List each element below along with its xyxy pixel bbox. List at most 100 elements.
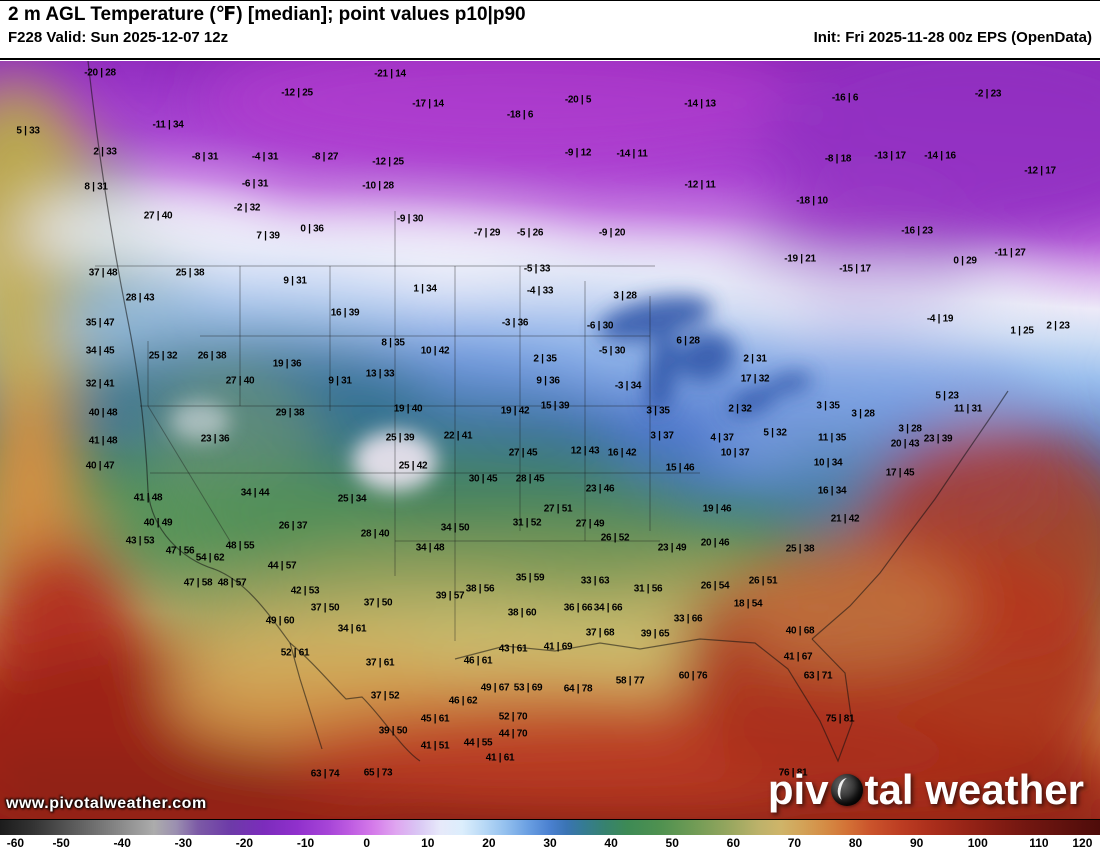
point-value: 19 | 46: [702, 503, 732, 515]
colorbar-tick: 90: [909, 836, 924, 850]
point-value: -14 | 16: [924, 150, 956, 162]
point-value: -16 | 23: [901, 225, 933, 237]
point-value: 7 | 39: [256, 230, 280, 242]
point-value: 25 | 32: [148, 350, 178, 362]
point-value: 9 | 31: [283, 275, 307, 287]
point-value: 28 | 40: [360, 528, 390, 540]
point-value: 19 | 42: [500, 405, 530, 417]
point-value: 3 | 28: [613, 290, 637, 302]
point-value: 3 | 28: [851, 408, 875, 420]
point-value: 63 | 74: [310, 768, 340, 780]
pivotal-weather-logo: piv tal weather: [768, 769, 1084, 811]
colorbar-tick: 110: [1029, 836, 1049, 850]
point-value: 40 | 47: [85, 460, 115, 472]
logo-text-post: tal weather: [864, 766, 1084, 813]
logo-text-pre: piv: [767, 766, 829, 813]
point-value: 33 | 63: [580, 575, 610, 587]
point-value: 52 | 70: [498, 711, 528, 723]
point-value: 52 | 61: [280, 647, 310, 659]
map-title: 2 m AGL Temperature (℉) [median]; point …: [8, 4, 526, 25]
point-value: -12 | 17: [1024, 165, 1056, 177]
point-value: 39 | 65: [640, 628, 670, 640]
point-value: 16 | 42: [607, 447, 637, 459]
point-value: 8 | 35: [381, 337, 405, 349]
point-value: 31 | 52: [512, 517, 542, 529]
point-value: 17 | 45: [885, 467, 915, 479]
point-value: 25 | 39: [385, 432, 415, 444]
point-value: 36 | 66: [563, 602, 593, 614]
temperature-colorbar: -60 -50 -40 -30 -20 -10 0 10 20 30 40 50 60 70 80 90 100…: [0, 819, 1100, 850]
point-value: -4 | 31: [251, 151, 279, 163]
point-value: 40 | 49: [143, 517, 173, 529]
point-value: -16 | 6: [831, 92, 859, 104]
point-value: -7 | 29: [473, 227, 501, 239]
point-value: 27 | 40: [225, 375, 255, 387]
point-value: 58 | 77: [615, 675, 645, 687]
point-value: 48 | 55: [225, 540, 255, 552]
point-value: 41 | 69: [543, 641, 573, 653]
point-value: 20 | 46: [700, 537, 730, 549]
temperature-field-svg: [0, 61, 1100, 819]
point-value: 38 | 60: [507, 607, 537, 619]
point-value: 49 | 67: [480, 682, 510, 694]
point-value: 19 | 36: [272, 358, 302, 370]
point-value: 75 | 81: [825, 713, 855, 725]
point-value: 19 | 40: [393, 403, 423, 415]
point-value: 28 | 43: [125, 292, 155, 304]
point-value: -20 | 5: [564, 94, 592, 106]
point-value: 2 | 32: [728, 403, 752, 415]
point-value: -17 | 14: [412, 98, 444, 110]
point-value: 10 | 34: [813, 457, 843, 469]
point-value: -2 | 23: [974, 88, 1002, 100]
point-value: -19 | 21: [784, 253, 816, 265]
map-header: 2 m AGL Temperature (℉) [median]; point …: [0, 1, 1100, 60]
point-value: -9 | 20: [598, 227, 626, 239]
point-value: 25 | 38: [785, 543, 815, 555]
point-value: 37 | 50: [310, 602, 340, 614]
colorbar-tick: 120: [1072, 836, 1093, 850]
point-value: 26 | 52: [600, 532, 630, 544]
point-value: 76 | 81: [778, 767, 808, 779]
point-value: 37 | 52: [370, 690, 400, 702]
colorbar-tick: 10: [421, 836, 435, 850]
point-value: 34 | 66: [593, 602, 623, 614]
point-value: 54 | 62: [195, 552, 225, 564]
point-value: 25 | 34: [337, 493, 367, 505]
point-value: 20 | 43: [890, 438, 920, 450]
point-value: 47 | 58: [183, 577, 213, 589]
point-value: 1 | 25: [1010, 325, 1034, 337]
point-value: 5 | 23: [935, 390, 959, 402]
point-value: 21 | 42: [830, 513, 860, 525]
point-value: -3 | 34: [614, 380, 642, 392]
point-value: 39 | 57: [435, 590, 465, 602]
point-value: 18 | 54: [733, 598, 763, 610]
point-value: -18 | 6: [506, 109, 534, 121]
point-value: 23 | 49: [657, 542, 687, 554]
point-value: 35 | 59: [515, 572, 545, 584]
point-value: 41 | 61: [485, 752, 515, 764]
point-value: -2 | 32: [233, 202, 261, 214]
point-value: 43 | 53: [125, 535, 155, 547]
header-subrow: F228 Valid: Sun 2025-12-07 12z Init: Fri…: [8, 29, 1092, 46]
point-value: 47 | 56: [165, 545, 195, 557]
point-value: 43 | 61: [498, 643, 528, 655]
point-value: 37 | 48: [88, 267, 118, 279]
point-value: 46 | 62: [448, 695, 478, 707]
colorbar-tick: 70: [787, 836, 802, 850]
point-value: -3 | 36: [501, 317, 529, 329]
point-value: 8 | 31: [84, 181, 108, 193]
point-value: 41 | 51: [420, 740, 450, 752]
point-value: 40 | 48: [88, 407, 118, 419]
point-value: 34 | 45: [85, 345, 115, 357]
colorbar-tick: 60: [726, 836, 741, 850]
globe-icon: [830, 774, 863, 806]
point-value: 34 | 48: [415, 542, 445, 554]
point-value: -13 | 17: [874, 150, 906, 162]
point-value: 11 | 31: [954, 403, 982, 415]
point-value: 5 | 32: [763, 427, 787, 439]
watermark: www.pivotalweather.com: [6, 795, 207, 812]
point-value: 5 | 33: [16, 125, 40, 137]
valid-time-label: F228 Valid: Sun 2025-12-07 12z: [8, 28, 229, 46]
colorbar-tick: 0: [363, 836, 370, 850]
